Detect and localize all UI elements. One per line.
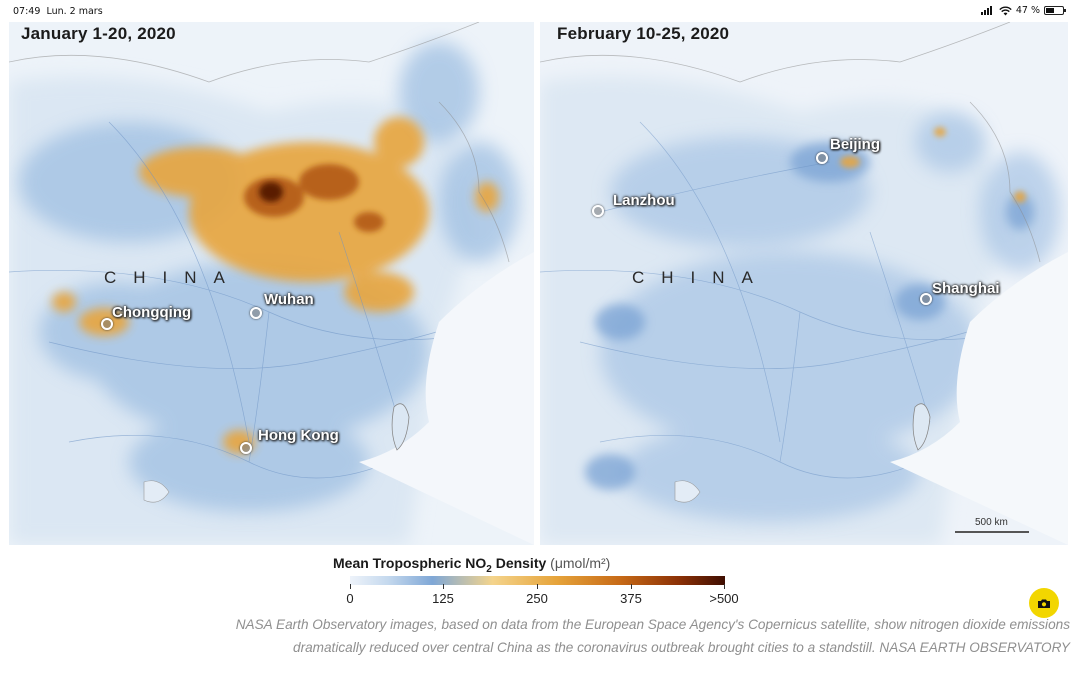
city-marker bbox=[250, 307, 262, 319]
status-time: 07:49 Lun. 2 mars bbox=[13, 6, 103, 17]
legend-label: >500 bbox=[709, 591, 739, 606]
city-label-chongqing: Chongqing bbox=[112, 304, 192, 321]
caption-line-2: dramatically reduced over central China … bbox=[293, 640, 1070, 655]
legend-labels: 0 125 250 375 >500 bbox=[330, 591, 750, 607]
battery-percent: 47 % bbox=[1015, 5, 1040, 16]
city-marker bbox=[240, 442, 252, 454]
city-label-wuhan: Wuhan bbox=[264, 291, 314, 308]
status-bar: 07:49 Lun. 2 mars 47 % bbox=[0, 0, 1080, 22]
city-label-shanghai: Shanghai bbox=[932, 280, 1000, 297]
legend-label: 375 bbox=[620, 591, 642, 606]
city-marker bbox=[816, 152, 828, 164]
caption-line-1: NASA Earth Observatory images, based on … bbox=[235, 617, 1070, 632]
battery-icon bbox=[1044, 6, 1066, 15]
legend-tick bbox=[631, 584, 632, 589]
map-february: February 10-25, 2020 CHINA Beijing Lanzh… bbox=[540, 22, 1068, 545]
city-label-lanzhou: Lanzhou bbox=[613, 192, 675, 209]
legend-tick bbox=[537, 584, 538, 589]
camera-icon bbox=[1038, 599, 1050, 608]
wifi-icon bbox=[999, 6, 1012, 15]
map-january: January 1-20, 2020 CHINA Chongqing Wuhan… bbox=[9, 22, 534, 545]
country-label: CHINA bbox=[104, 268, 242, 287]
legend-label: 125 bbox=[432, 591, 454, 606]
legend-label: 250 bbox=[526, 591, 548, 606]
scale-bar: 500 km bbox=[955, 517, 1029, 533]
map-title: February 10-25, 2020 bbox=[557, 24, 730, 43]
city-label-beijing: Beijing bbox=[830, 136, 881, 153]
map-background-january bbox=[9, 22, 534, 545]
city-label-hong-kong: Hong Kong bbox=[258, 427, 339, 444]
image-caption: NASA Earth Observatory images, based on … bbox=[20, 613, 1070, 659]
legend-tick bbox=[350, 584, 351, 589]
legend-title: Mean Tropospheric NO2 Density (μmol/m²) bbox=[333, 555, 611, 575]
legend-color-bar bbox=[350, 576, 725, 585]
scale-label: 500 km bbox=[975, 517, 1008, 528]
status-icons: 47 % bbox=[980, 5, 1066, 16]
camera-button[interactable] bbox=[1029, 588, 1059, 618]
legend-ticks bbox=[350, 584, 725, 590]
scale-line bbox=[955, 531, 1029, 533]
city-marker bbox=[592, 205, 604, 217]
legend-label: 0 bbox=[346, 591, 354, 606]
country-label: CHINA bbox=[632, 268, 770, 287]
legend-tick bbox=[443, 584, 444, 589]
map-title: January 1-20, 2020 bbox=[21, 24, 176, 43]
map-background-february bbox=[540, 22, 1068, 545]
city-marker bbox=[101, 318, 113, 330]
city-marker bbox=[920, 293, 932, 305]
legend-tick bbox=[724, 584, 725, 589]
signal-icon bbox=[980, 6, 992, 15]
